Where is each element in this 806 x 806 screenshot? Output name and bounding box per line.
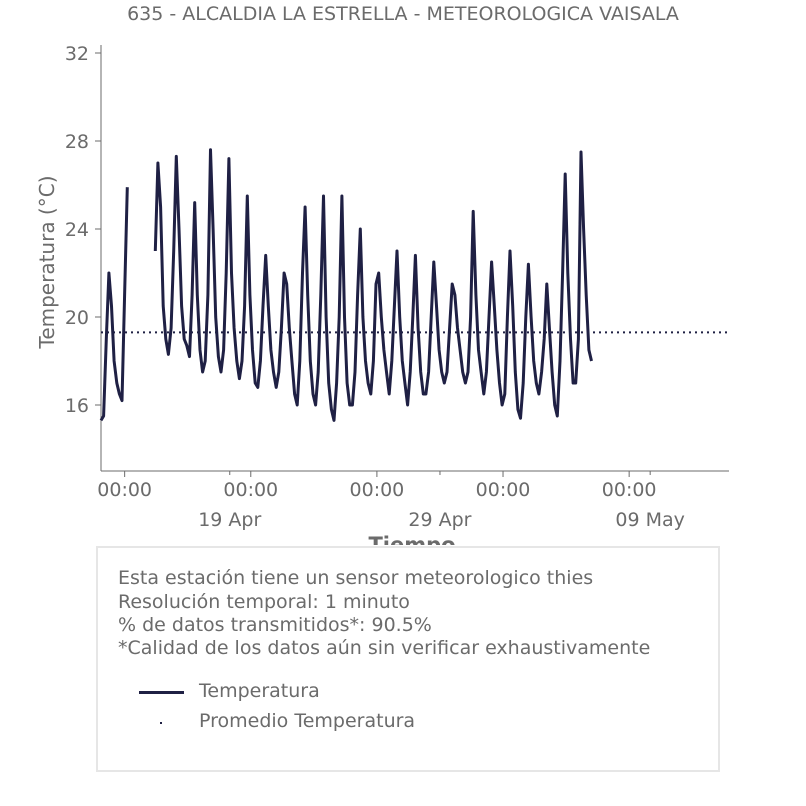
y-tick-label: 16 [65,395,89,417]
temperature-line-segment [153,148,593,422]
y-axis-title: Temperatura (°C) [35,175,59,349]
legend-swatch-promedio [160,722,162,724]
chart-title: 635 - ALCALDIA LA ESTRELLA - METEOROLOGI… [127,3,679,25]
x-tick-label-major: 00:00 [97,479,152,501]
axis-labels: 16 20 24 28 32 00:00 00:00 00:00 00:00 00:00 19 Ap… [35,43,685,545]
x-tick-label-major: 00:00 [602,479,657,501]
x-tick-label-date: 19 Apr [198,509,261,531]
legend-swatch-temperatura [139,691,184,694]
info-legend-box: Esta estación tiene un sensor meteorolog… [96,546,720,772]
info-sensor: Esta estación tiene un sensor meteorolog… [118,567,594,589]
info-transmitted: % de datos transmitidos*: 90.5% [118,614,432,636]
y-tick-label: 28 [65,131,89,153]
y-tick-label: 20 [65,307,89,329]
temperature-chart: 16 20 24 28 32 00:00 00:00 00:00 00:00 00:00 19 Ap… [35,43,729,545]
x-axis-title: Tiempo [368,533,455,545]
temperature-line-segment [99,187,129,422]
x-tick-label-major: 00:00 [476,479,531,501]
info-resolution: Resolución temporal: 1 minuto [118,591,410,613]
y-tick-label: 32 [65,43,89,65]
x-tick-label-major: 00:00 [350,479,405,501]
series-layer [99,148,729,422]
y-tick-label: 24 [65,219,89,241]
x-tick-label-date: 29 Apr [408,509,471,531]
x-tick-label-major: 00:00 [223,479,278,501]
x-tick-label-date: 09 May [615,509,685,531]
legend-label-promedio: Promedio Temperatura [199,710,416,732]
axes [95,45,729,477]
info-quality-note: *Calidad de los datos aún sin verificar … [118,637,651,659]
legend-label-temperatura: Temperatura [199,680,320,702]
